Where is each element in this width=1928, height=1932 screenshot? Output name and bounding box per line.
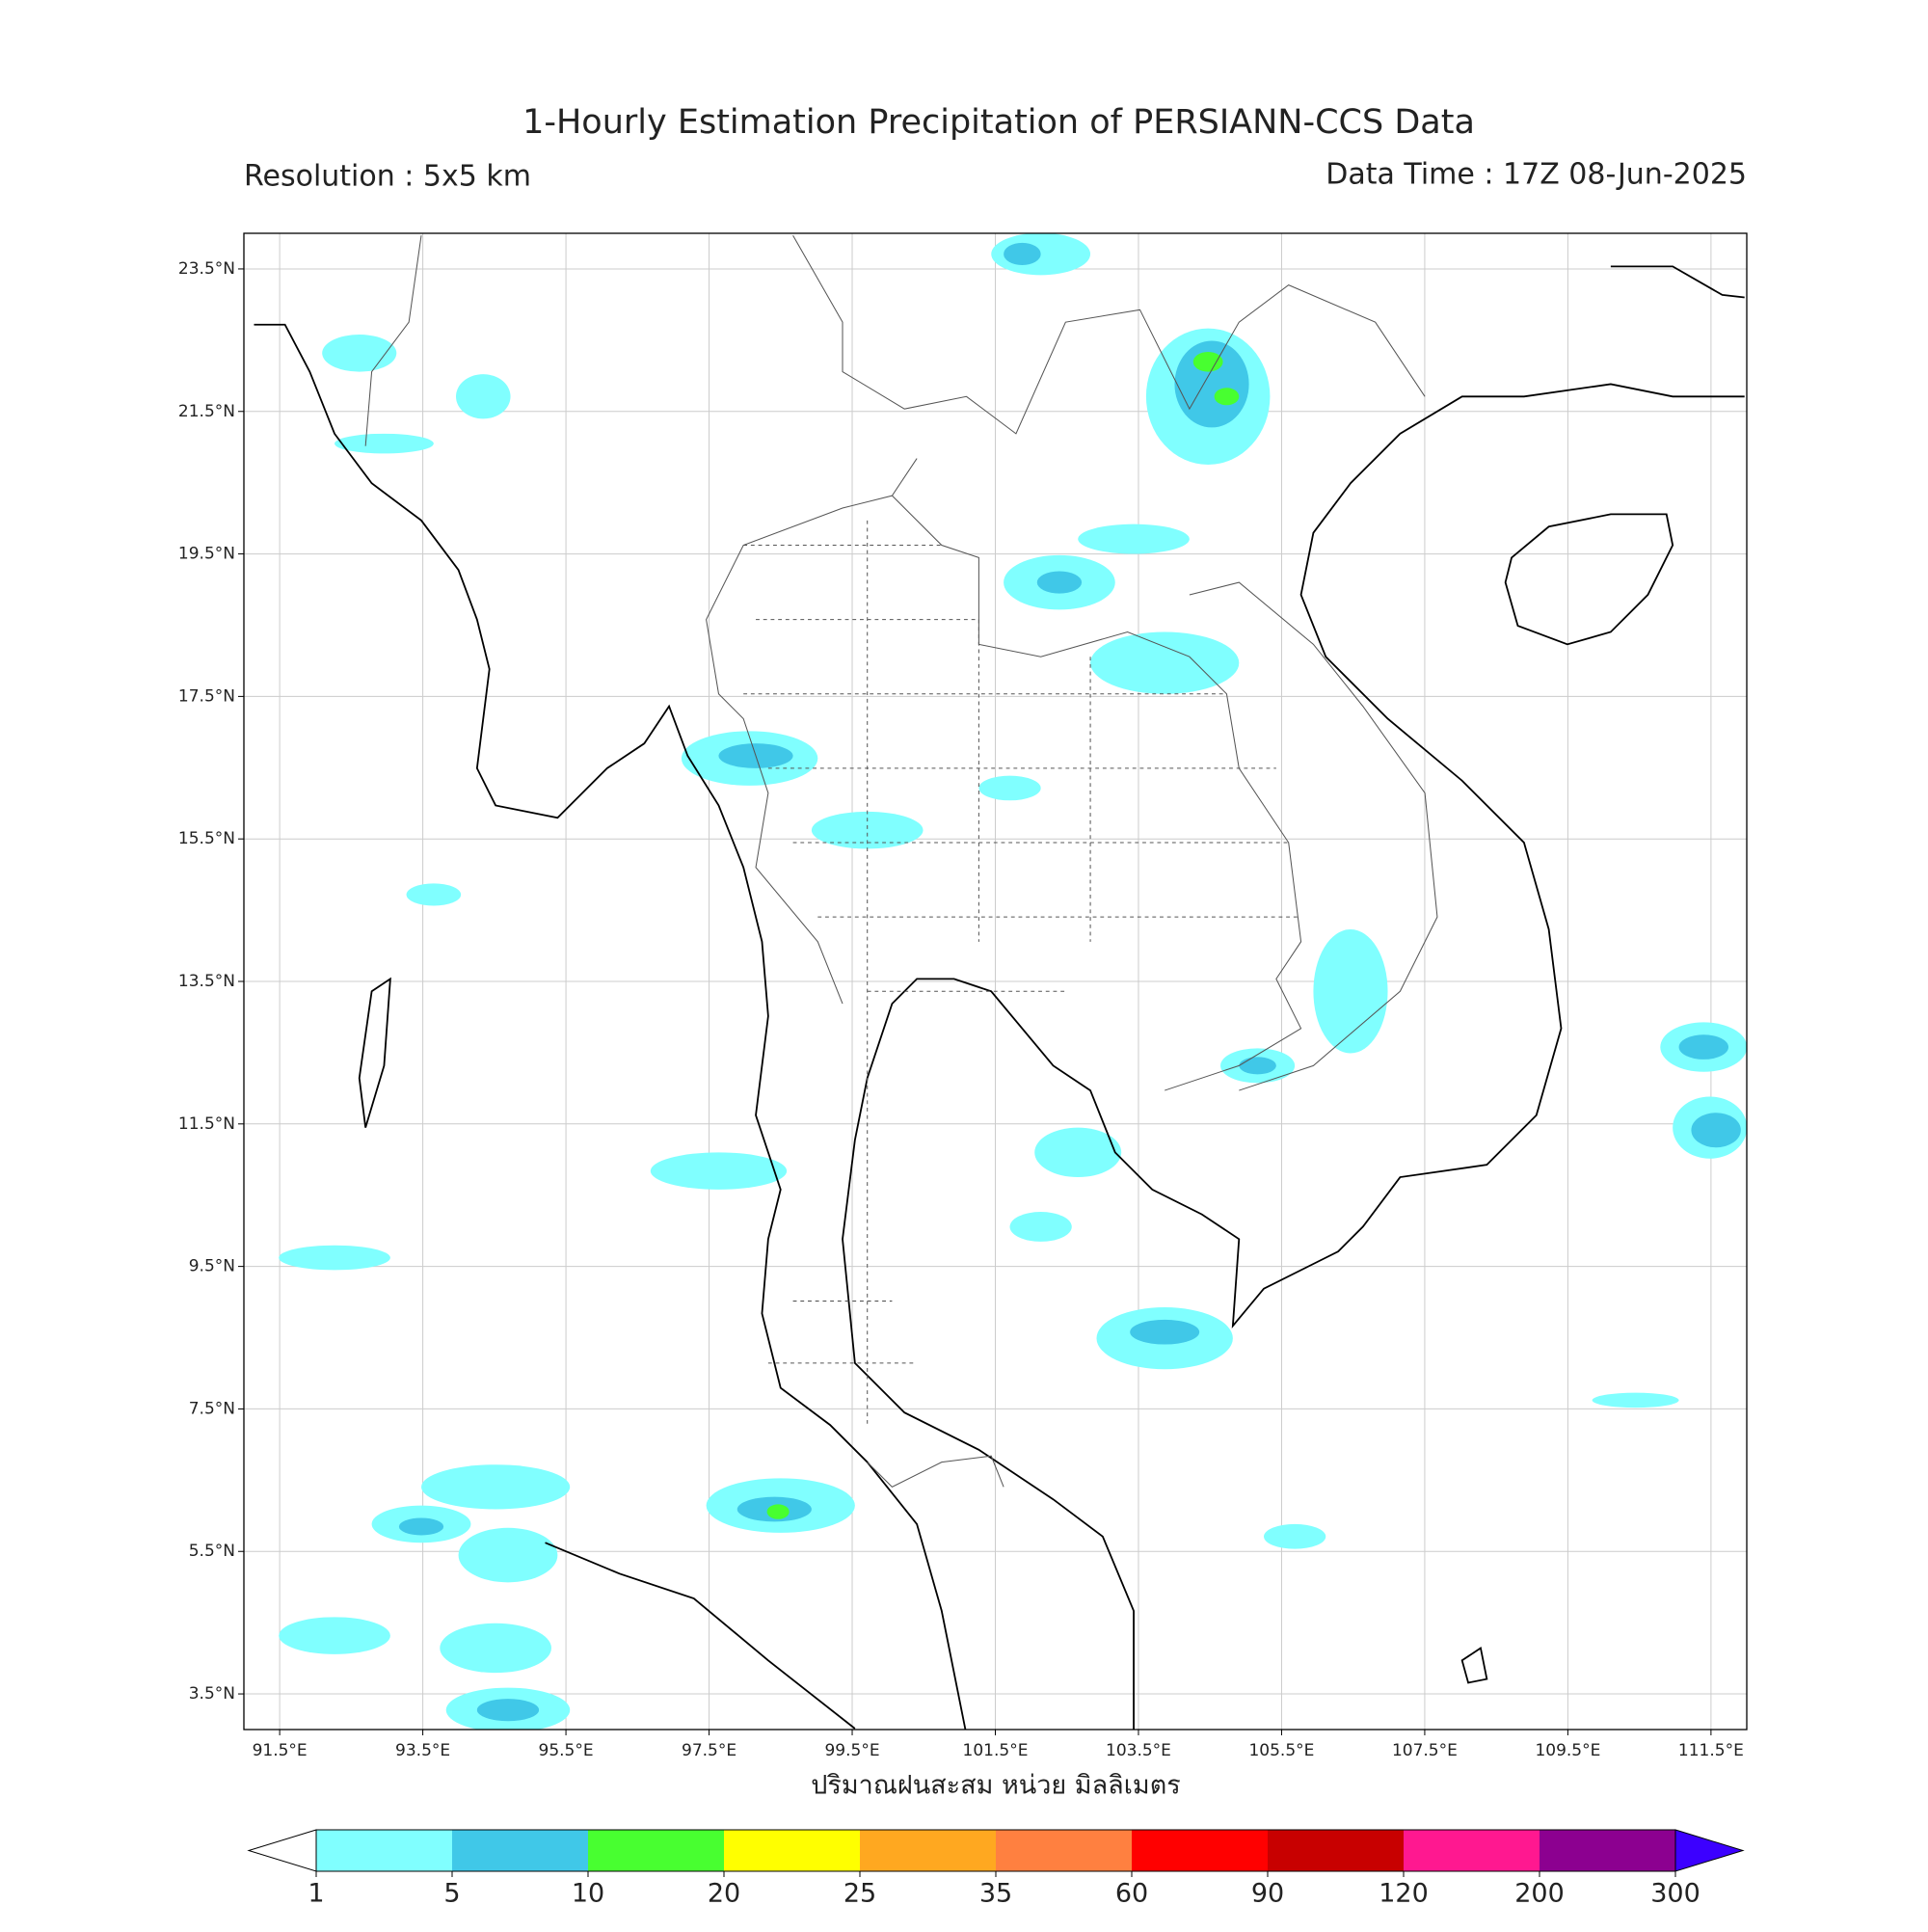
y-tick-label: 9.5°N	[189, 1257, 235, 1276]
x-tick-label: 111.5°E	[1678, 1741, 1744, 1760]
coastline	[842, 383, 1745, 1730]
colorbar-under	[247, 1829, 317, 1872]
x-tick-label: 97.5°E	[682, 1741, 736, 1760]
coastline	[1504, 513, 1674, 646]
colorbar-segment	[724, 1830, 861, 1871]
colorbar-label: ปริมาณฝนสะสม หน่วย มิลลิเมตร	[811, 1771, 1181, 1801]
border	[892, 495, 1302, 1091]
colorbar-tick-label: 10	[572, 1879, 604, 1909]
x-tick-label: 99.5°E	[824, 1741, 879, 1760]
colorbar-tick-label: 25	[844, 1879, 876, 1909]
colorbar-segment	[1540, 1830, 1676, 1871]
x-tick-label: 103.5°E	[1106, 1741, 1171, 1760]
y-tick-label: 11.5°N	[178, 1114, 235, 1134]
rain-areas	[279, 233, 1747, 1730]
ticks: 91.5°E 93.5°E 95.5°E 97.5°E 99.5°E 101.5°E 103…	[178, 259, 1744, 1760]
y-tick-label: 5.5°N	[189, 1542, 235, 1561]
province-lines	[743, 520, 1301, 1426]
x-tick-label: 101.5°E	[963, 1741, 1029, 1760]
colorbar-tick-label: 200	[1514, 1879, 1565, 1909]
colorbar: 1 5 10 20 25 35 60 90 120 200 300	[247, 1829, 1745, 1909]
colorbar-segment	[588, 1830, 725, 1871]
x-tick-label: 95.5°E	[539, 1741, 594, 1760]
coastline	[545, 1542, 856, 1730]
title: 1-Hourly Estimation Precipitation of PER…	[522, 103, 1475, 142]
island	[1460, 1646, 1488, 1684]
colorbar-segment	[452, 1830, 589, 1871]
border	[867, 1455, 1004, 1488]
colorbar-tick-label: 300	[1650, 1879, 1700, 1909]
x-tick-label: 109.5°E	[1535, 1741, 1600, 1760]
colorbar-tick-label: 120	[1379, 1879, 1429, 1909]
coastline	[1610, 265, 1745, 299]
grid	[244, 233, 1747, 1730]
resolution: Resolution : 5x5 km	[244, 160, 531, 194]
y-tick-label: 17.5°N	[178, 686, 235, 706]
colorbar-segment	[860, 1830, 997, 1871]
border	[364, 235, 422, 446]
map-layer	[254, 233, 1747, 1730]
y-tick-label: 15.5°N	[178, 829, 235, 848]
border	[1189, 581, 1438, 1091]
x-tick-label: 93.5°E	[395, 1741, 450, 1760]
data-time: Data Time : 17Z 08-Jun-2025	[1326, 158, 1747, 192]
border	[792, 234, 1426, 435]
y-tick-label: 23.5°N	[178, 259, 235, 279]
x-tick-label: 91.5°E	[253, 1741, 308, 1760]
y-tick-label: 19.5°N	[178, 545, 235, 564]
colorbar-tick-label: 35	[979, 1879, 1012, 1909]
colorbar-segment	[1132, 1830, 1269, 1871]
colorbar-over	[1674, 1829, 1745, 1872]
y-tick-label: 7.5°N	[189, 1399, 235, 1418]
colorbar-segment	[1404, 1830, 1540, 1871]
x-tick-label: 105.5°E	[1248, 1741, 1314, 1760]
colorbar-segment	[316, 1830, 453, 1871]
coastline	[254, 323, 967, 1730]
colorbar-tick-label: 20	[708, 1879, 740, 1909]
colorbar-tick-label: 60	[1115, 1879, 1148, 1909]
map-drawing	[254, 233, 1747, 1730]
y-tick-label: 21.5°N	[178, 402, 235, 421]
border	[706, 458, 918, 1005]
colorbar-segment	[996, 1830, 1133, 1871]
colorbar-tick-label: 1	[308, 1879, 324, 1909]
colorbar-tick-label: 5	[443, 1879, 460, 1909]
colorbar-segment	[1268, 1830, 1405, 1871]
y-tick-label: 13.5°N	[178, 972, 235, 991]
colorbar-tick-label: 90	[1251, 1879, 1284, 1909]
x-tick-label: 107.5°E	[1392, 1741, 1458, 1760]
y-tick-label: 3.5°N	[189, 1684, 235, 1704]
island	[358, 977, 391, 1128]
